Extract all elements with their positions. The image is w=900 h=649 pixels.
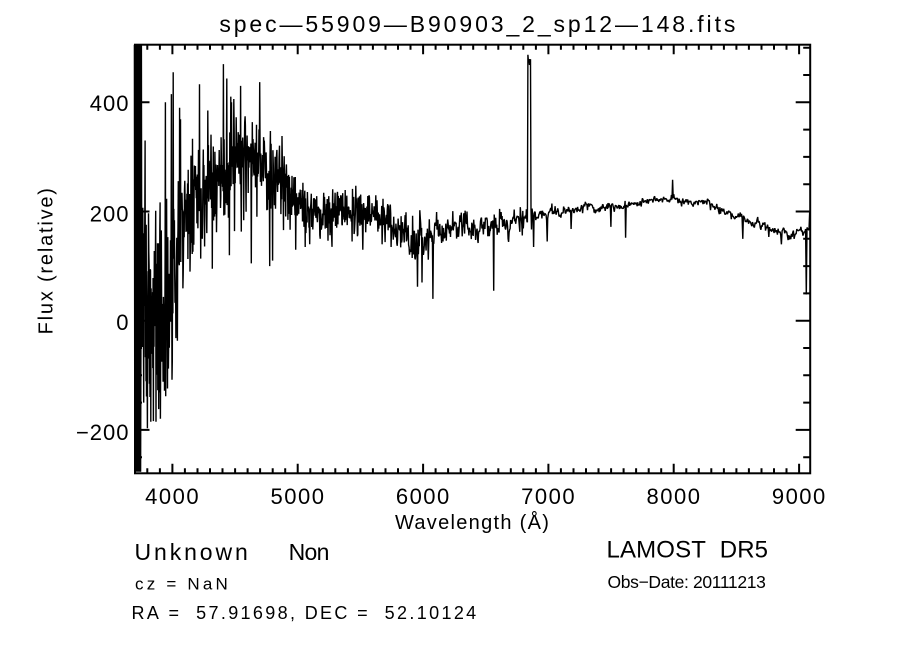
svg-text:0: 0 <box>116 310 129 335</box>
svg-text:200: 200 <box>90 202 130 227</box>
svg-text:4000: 4000 <box>145 484 200 509</box>
svg-text:Unknown: Unknown <box>135 539 251 565</box>
svg-text:RA = 57.91698, DEC = 52.1012: RA = 57.91698, DEC = 52.10124 <box>132 603 479 623</box>
svg-text:−200: −200 <box>76 420 130 445</box>
svg-text:spec—55909—B90903_2_sp12—148.f: spec—55909—B90903_2_sp12—148.fits <box>219 11 738 37</box>
svg-text:6000: 6000 <box>396 484 451 509</box>
svg-text:7000: 7000 <box>521 484 576 509</box>
svg-text:Flux (relative): Flux (relative) <box>36 186 58 334</box>
svg-text:Non: Non <box>289 539 329 565</box>
svg-text:5000: 5000 <box>271 484 326 509</box>
svg-text:9000: 9000 <box>772 484 827 509</box>
svg-text:cz = NaN: cz = NaN <box>135 574 231 593</box>
svg-text:8000: 8000 <box>647 484 702 509</box>
svg-text:400: 400 <box>90 91 130 116</box>
svg-text:LAMOST DR5: LAMOST DR5 <box>607 536 769 563</box>
svg-text:Obs−Date: 20111213: Obs−Date: 20111213 <box>608 572 766 592</box>
svg-text:Wavelength (Å): Wavelength (Å) <box>395 511 550 534</box>
